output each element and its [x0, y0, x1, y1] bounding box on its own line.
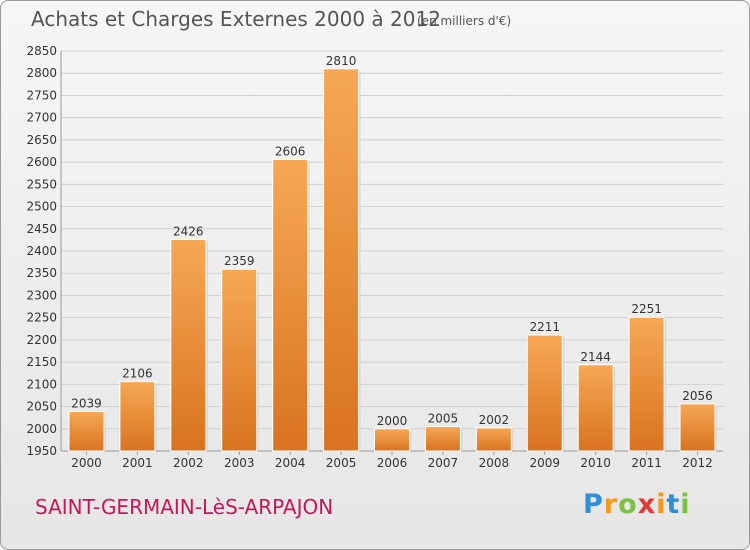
value-label-2010: 2144	[580, 350, 611, 364]
logo-letter: x	[637, 489, 657, 520]
bar-2002	[170, 238, 207, 452]
y-tick-label: 2200	[26, 333, 57, 347]
y-tick-label: 2600	[26, 155, 57, 169]
value-label-2012: 2056	[682, 389, 713, 403]
logo-letter: o	[618, 489, 638, 520]
logo-letter: i	[656, 489, 667, 520]
chart-title: Achats et Charges Externes 2000 à 2012	[31, 7, 441, 31]
value-labels: 2039 2106 2426 2359 2606 2810 2000 2005 2002 2211…	[71, 54, 713, 428]
value-label-2007: 2005	[428, 412, 459, 426]
proxiti-logo: Proxiti	[583, 489, 691, 520]
y-tick-label: 2250	[26, 311, 57, 325]
bar-2004	[272, 158, 309, 452]
value-label-2011: 2251	[631, 302, 662, 316]
x-tick-label-2002: 2002	[173, 456, 204, 470]
bar-2005	[323, 68, 360, 452]
y-tick-label: 2100	[26, 377, 57, 391]
x-tick-label-2005: 2005	[326, 456, 357, 470]
value-label-2006: 2000	[377, 414, 408, 428]
axes: 1950 2000 2050 2100 2150 2200 2250 2300 2350 2400…	[26, 44, 723, 470]
y-tick-label: 1950	[26, 444, 57, 458]
gridlines	[61, 50, 723, 452]
bar-2011	[628, 316, 665, 452]
bar-2000	[68, 410, 105, 452]
value-label-2001: 2106	[122, 367, 153, 381]
x-tick-label-2000: 2000	[71, 456, 102, 470]
y-tick-label: 2850	[26, 44, 57, 58]
y-tick-label: 2150	[26, 355, 57, 369]
y-tick-label: 2300	[26, 288, 57, 302]
bar-2007	[424, 426, 461, 452]
y-tick-label: 2500	[26, 200, 57, 214]
value-label-2000: 2039	[71, 396, 102, 410]
x-tick-label-2012: 2012	[682, 456, 713, 470]
bar-2008	[475, 427, 512, 452]
y-tick-label: 2400	[26, 244, 57, 258]
bar-2003	[221, 268, 258, 452]
value-label-2004: 2606	[275, 144, 306, 158]
x-tick-label-2003: 2003	[224, 456, 255, 470]
x-tick-label-2007: 2007	[428, 456, 459, 470]
logo-letter: i	[680, 489, 691, 520]
y-tick-label: 2350	[26, 266, 57, 280]
bar-2006	[374, 428, 410, 452]
y-tick-label: 2750	[26, 88, 57, 102]
x-tick-label-2008: 2008	[479, 456, 510, 470]
value-label-2002: 2426	[173, 224, 204, 238]
bar-2010	[577, 364, 614, 452]
x-tick-label-2001: 2001	[122, 456, 153, 470]
logo-letter: P	[583, 489, 604, 520]
bar-2012	[679, 403, 716, 452]
bars	[68, 68, 718, 452]
x-tick-label-2010: 2010	[580, 456, 611, 470]
chart-subtitle: (en milliers d'€)	[417, 14, 512, 28]
value-label-2005: 2810	[326, 54, 357, 68]
y-tick-label: 2650	[26, 133, 57, 147]
x-tick-label-2004: 2004	[275, 456, 306, 470]
commune-name: SAINT-GERMAIN-LèS-ARPAJON	[35, 495, 334, 519]
x-tick-label-2009: 2009	[529, 456, 560, 470]
y-tick-label: 2450	[26, 222, 57, 236]
value-label-2003: 2359	[224, 254, 255, 268]
y-tick-label: 2800	[26, 66, 57, 80]
value-label-2009: 2211	[529, 320, 560, 334]
y-tick-label: 2050	[26, 400, 57, 414]
logo-letter: t	[666, 489, 681, 520]
x-tick-label-2011: 2011	[631, 456, 662, 470]
y-tick-label: 2000	[26, 422, 57, 436]
logo-letter: r	[603, 489, 619, 520]
x-tick-label-2006: 2006	[377, 456, 408, 470]
y-tick-label: 2700	[26, 111, 57, 125]
y-tick-label: 2550	[26, 177, 57, 191]
bar-2001	[119, 381, 156, 452]
value-label-2008: 2002	[479, 413, 510, 427]
bar-2009	[526, 334, 563, 452]
